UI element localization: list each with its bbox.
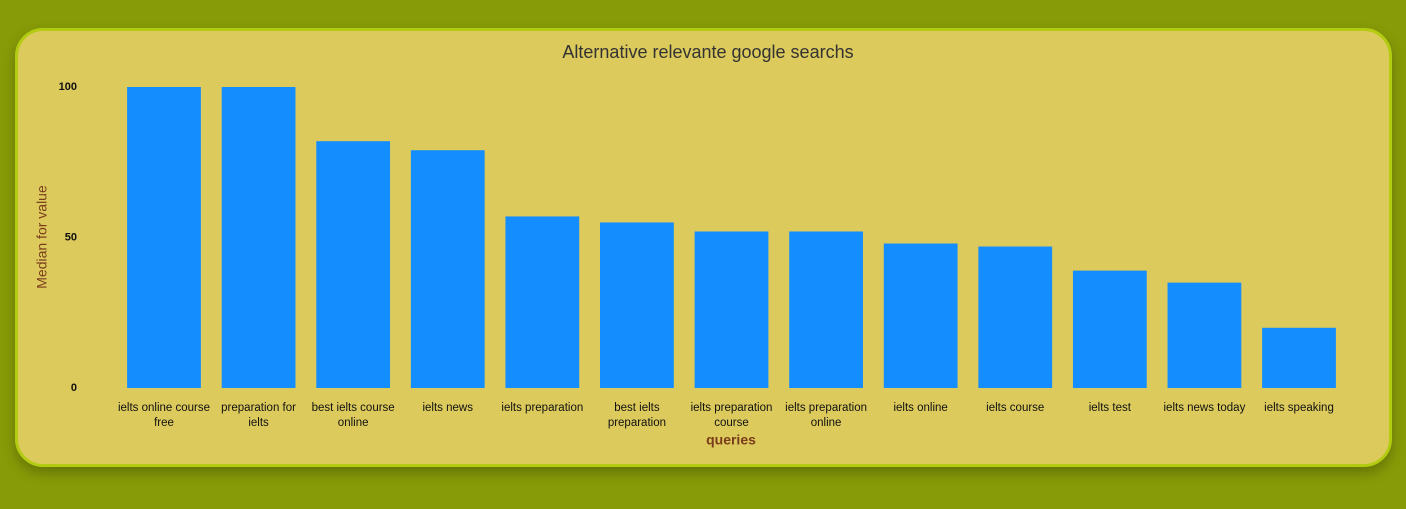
y-tick-label: 100 xyxy=(59,81,77,93)
x-tick-label: ielts course xyxy=(986,402,1045,414)
x-tick-label: ielts news xyxy=(422,402,473,414)
bar xyxy=(694,231,769,388)
bar xyxy=(600,222,674,388)
x-tick-label: ielts preparation xyxy=(501,402,584,414)
bar xyxy=(221,87,296,388)
bar xyxy=(883,243,958,388)
x-tick-label: ielts online xyxy=(893,402,948,414)
x-tick-label: ielts preparation course xyxy=(690,402,773,429)
bar xyxy=(789,231,863,388)
x-tick-label: ielts preparation online xyxy=(785,402,867,429)
y-tick-label: 0 xyxy=(71,382,77,394)
bar xyxy=(1262,327,1336,388)
chart-title: Alternative relevante google searchs xyxy=(562,42,853,62)
y-axis-label: Median for value xyxy=(34,185,50,289)
x-tick-label: best ielts preparation xyxy=(607,402,666,429)
x-tick-label: ielts news today xyxy=(1163,402,1246,414)
bar xyxy=(505,216,580,388)
bar xyxy=(127,87,201,388)
bar xyxy=(978,246,1053,388)
x-tick-label: best ielts course online xyxy=(311,402,395,429)
bar xyxy=(1167,282,1242,388)
x-tick-label: ielts online course free xyxy=(117,402,211,429)
x-axis-label: queries xyxy=(706,432,756,448)
bar xyxy=(1072,270,1147,388)
x-tick-label: ielts speaking xyxy=(1264,402,1334,414)
x-tick-label: preparation for ielts xyxy=(221,402,296,429)
x-tick-label: ielts test xyxy=(1088,402,1131,414)
bar xyxy=(410,150,485,388)
bar xyxy=(316,141,391,388)
y-tick-label: 50 xyxy=(65,231,77,243)
